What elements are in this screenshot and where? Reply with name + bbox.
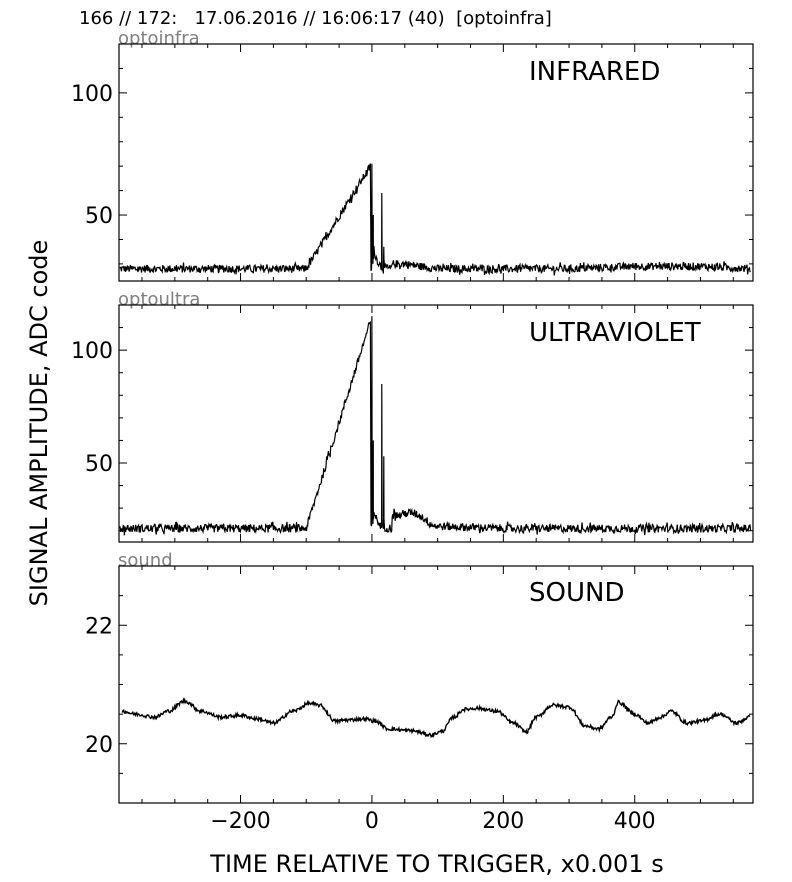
ultraviolet-panel: optoultra 50 100 ULTRAVIOLET <box>71 289 754 543</box>
xtick-label-minus-200: −200 <box>210 809 270 834</box>
ultraviolet-plot-frame <box>118 304 754 543</box>
sound-axis-ticks <box>119 565 753 804</box>
xtick-label-400: 400 <box>614 809 656 834</box>
infrared-ytick-label-50: 50 <box>85 204 113 229</box>
xtick-label-200: 200 <box>482 809 524 834</box>
y-axis-label: SIGNAL AMPLITUDE, ADC code <box>25 240 53 607</box>
ultraviolet-panel-label: ULTRAVIOLET <box>529 318 701 348</box>
infrared-ytick-label-100: 100 <box>71 82 113 107</box>
xtick-label-0: 0 <box>365 809 379 834</box>
sound-trace <box>121 697 751 739</box>
sound-panel: sound 20 22 SOUND −200 0 200 400 <box>85 550 754 834</box>
sound-panel-label: SOUND <box>529 578 624 608</box>
ultraviolet-trace <box>119 316 752 536</box>
infrared-plot-frame <box>118 43 754 282</box>
ultraviolet-axis-ticks <box>119 304 753 542</box>
ultraviolet-ytick-label-100: 100 <box>71 339 113 364</box>
sound-ytick-label-20: 20 <box>85 733 113 758</box>
infrared-axis-ticks <box>119 43 753 281</box>
channel-tag-optoinfra: optoinfra <box>118 28 200 49</box>
channel-tag-sound: sound <box>118 550 173 571</box>
infrared-trace <box>119 163 751 276</box>
infrared-panel: optoinfra 50 100 INFRARED <box>71 28 754 282</box>
infrared-panel-label: INFRARED <box>529 57 660 87</box>
ultraviolet-ytick-label-50: 50 <box>85 452 113 477</box>
sound-ytick-label-22: 22 <box>85 614 113 639</box>
x-axis-label: TIME RELATIVE TO TRIGGER, x0.001 s <box>209 850 663 878</box>
channel-tag-optoultra: optoultra <box>118 289 200 310</box>
figure-title: 166 // 172: 17.06.2016 // 16:06:17 (40) … <box>79 8 552 29</box>
